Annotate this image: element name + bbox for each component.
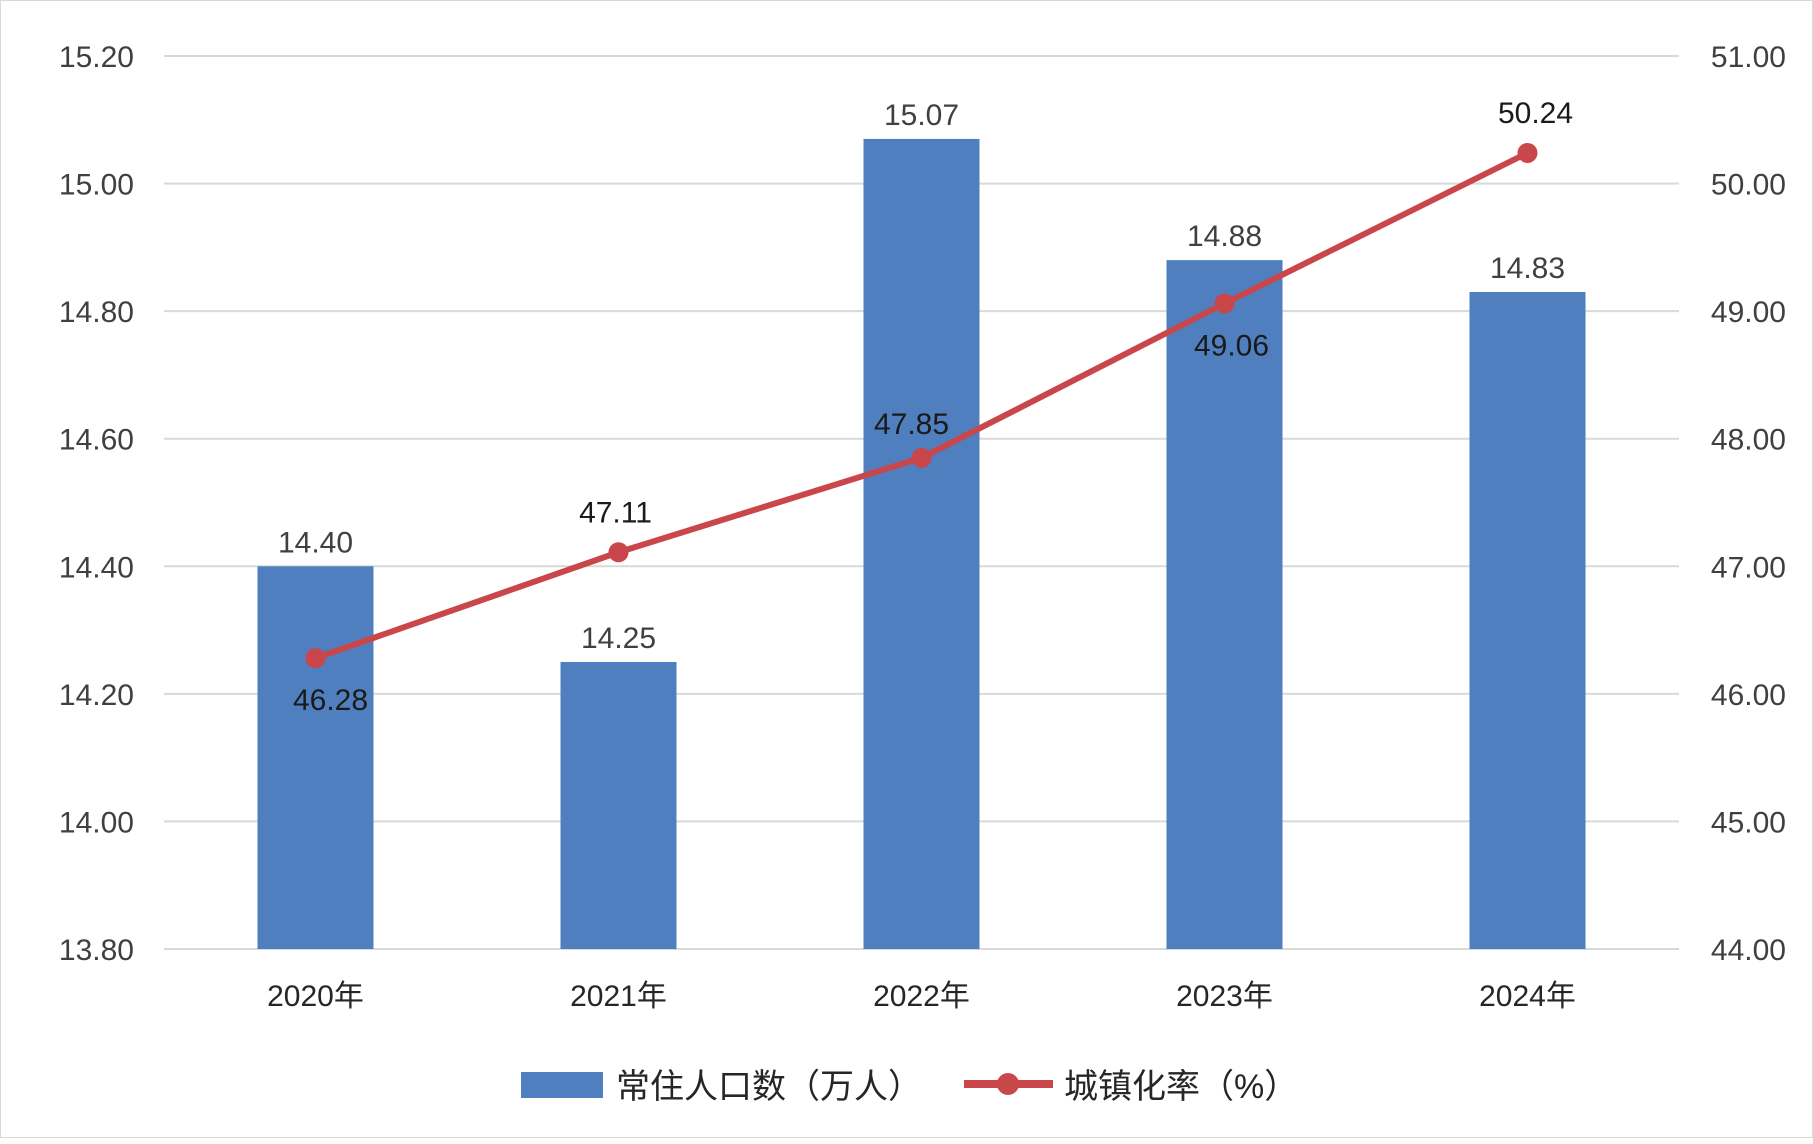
- right-tick-label: 45.00: [1711, 806, 1786, 839]
- line-value-label: 47.85: [874, 408, 949, 441]
- line-point: [911, 447, 932, 468]
- right-tick-label: 49.00: [1711, 296, 1786, 329]
- line-value-label: 47.11: [579, 496, 652, 529]
- left-tick-label: 14.80: [59, 296, 134, 329]
- bar-value-label: 14.40: [278, 526, 353, 559]
- line-value-label: 46.28: [293, 684, 368, 717]
- bar-value-label: 14.25: [581, 622, 656, 655]
- left-tick-label: 13.80: [59, 934, 134, 967]
- category-label: 2022年: [873, 980, 970, 1013]
- bar: [1469, 292, 1586, 949]
- x-axis-categories: 2020年 2021年 2022年 2023年 2024年: [267, 980, 1576, 1013]
- bar-data-labels: 14.40 14.25 15.07 14.88 14.83: [278, 99, 1565, 655]
- right-tick-label: 48.00: [1711, 424, 1786, 457]
- line-point: [305, 648, 326, 669]
- left-tick-label: 15.00: [59, 169, 134, 202]
- bar-value-label: 14.88: [1187, 220, 1262, 253]
- left-tick-label: 14.00: [59, 806, 134, 839]
- bar-value-label: 15.07: [884, 99, 959, 132]
- bar: [560, 661, 677, 949]
- line-series: [305, 142, 1538, 669]
- right-tick-label: 44.00: [1711, 934, 1786, 967]
- line-value-label: 50.24: [1498, 97, 1573, 130]
- category-label: 2023年: [1176, 980, 1273, 1013]
- bar-value-label: 14.83: [1490, 252, 1565, 285]
- bar: [257, 566, 374, 949]
- left-tick-label: 14.40: [59, 551, 134, 584]
- legend-bar-swatch: [521, 1072, 603, 1098]
- legend: 常住人口数（万人） 城镇化率（%）: [521, 1068, 1298, 1106]
- right-tick-label: 47.00: [1711, 551, 1786, 584]
- bar: [863, 138, 980, 949]
- right-tick-label: 46.00: [1711, 679, 1786, 712]
- line-point: [1214, 293, 1235, 314]
- line-point: [1517, 142, 1538, 163]
- category-label: 2021年: [570, 980, 667, 1013]
- category-label: 2020年: [267, 980, 364, 1013]
- left-tick-label: 15.20: [59, 41, 134, 74]
- legend-line-marker: [997, 1073, 1019, 1095]
- legend-line-label: 城镇化率（%）: [1064, 1068, 1298, 1106]
- line-point: [608, 542, 629, 563]
- category-label: 2024年: [1479, 980, 1576, 1013]
- bar: [1166, 260, 1283, 950]
- line-value-label: 49.06: [1194, 329, 1269, 362]
- right-tick-label: 50.00: [1711, 169, 1786, 202]
- left-axis: 15.20 15.00 14.80 14.60 14.40 14.20 14.00 13.80: [59, 41, 134, 967]
- left-tick-label: 14.60: [59, 424, 134, 457]
- line-data-labels: 46.28 47.11 47.85 49.06 50.24: [293, 97, 1573, 717]
- right-axis: 51.00 50.00 49.00 48.00 47.00 46.00 45.00 44.00: [1711, 41, 1786, 967]
- right-tick-label: 51.00: [1711, 41, 1786, 74]
- bar-series: [257, 138, 1586, 950]
- legend-bar-label: 常住人口数（万人）: [616, 1068, 922, 1106]
- left-tick-label: 14.20: [59, 679, 134, 712]
